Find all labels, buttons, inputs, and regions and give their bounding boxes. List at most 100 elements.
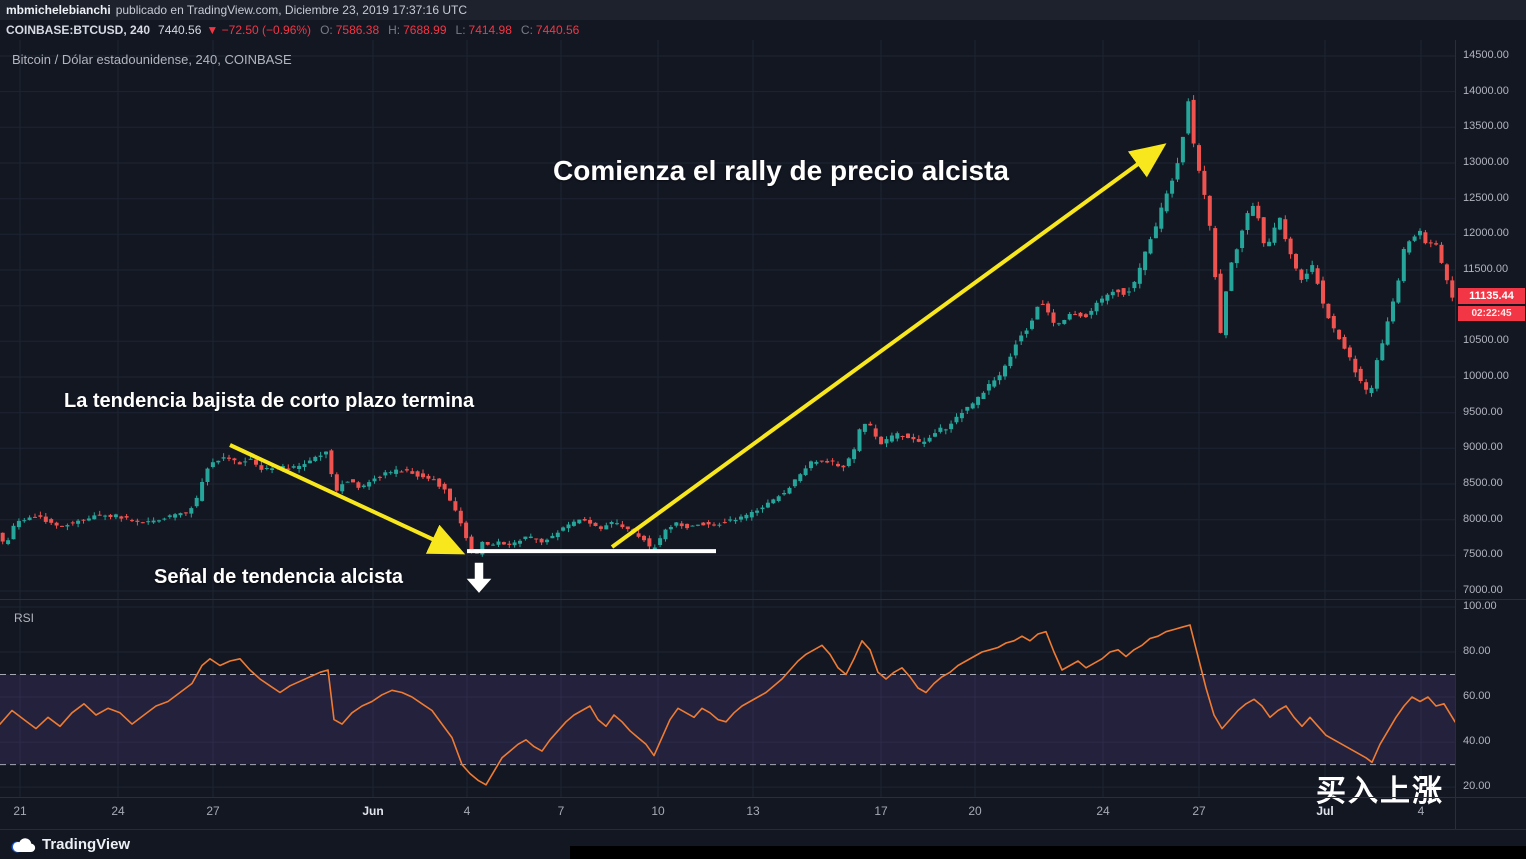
rsi-pane[interactable] [0,600,1456,797]
candle-body [1283,219,1288,240]
candle-body [830,460,835,462]
candle-body [528,536,533,538]
candlestick-canvas[interactable] [0,40,1455,600]
candle-body [846,458,851,466]
candle-body [167,515,172,517]
tradingview-brand[interactable]: TradingView [42,836,131,853]
price-chart-pane[interactable] [0,40,1455,600]
rsi-line [0,624,1456,786]
candle-body [1046,303,1051,313]
candle-body [65,525,70,527]
price-axis-label: 10000.00 [1463,370,1509,382]
candle-body [448,488,452,501]
candle-body [523,536,528,539]
candle-body [254,459,258,465]
candle-body [674,522,679,526]
candle-body [1294,254,1298,269]
candle-body [76,520,81,524]
rsi-axis-label: 60.00 [1463,690,1491,702]
rsi-canvas[interactable] [0,600,1456,797]
candle-body [647,538,652,547]
candle-body [356,482,361,488]
candle-body [1396,280,1401,303]
author-username[interactable]: mbmichelebianchi [6,3,111,17]
candle-body [1024,330,1029,334]
candle-body [755,510,760,513]
candle-body [722,522,727,524]
candle-body [744,514,749,519]
candle-body [771,499,776,504]
candle-body [1272,227,1277,243]
candle-body [884,439,889,444]
candle-body [108,514,113,517]
price-axis[interactable]: 11135.44 02:22:45 14500.00 14000.00 13500.… [1455,40,1526,829]
price-axis-label: 9000.00 [1463,441,1503,453]
candle-body [367,482,372,487]
candle-body [933,433,937,437]
candle-body [194,497,199,507]
candle-body [1067,314,1072,320]
candle-body [615,523,619,525]
candle-body [992,380,997,387]
symbol-name[interactable]: COINBASE:BTCUSD, 240 [6,23,151,37]
time-axis-label: 10 [651,804,665,818]
candle-body [695,524,700,526]
price-change: −72.50 (−0.96%) [221,23,312,37]
candle-body [658,538,663,545]
candle-body [501,542,506,545]
time-axis-label: Jun [362,804,384,818]
price-axis-label: 12500.00 [1463,192,1509,204]
candle-body [922,441,927,444]
candle-body [130,520,134,522]
candle-body [943,429,948,431]
candle-body [539,538,544,543]
candle-body [889,435,894,442]
candle-body [1374,360,1379,389]
candle-body [410,471,415,474]
candle-body [313,456,318,461]
close-label: C: [520,23,533,37]
time-axis-label: 24 [111,804,125,818]
candle-body [981,392,986,399]
candle-body [911,437,916,440]
candle-body [739,516,743,520]
tradingview-logo-icon[interactable] [10,837,36,853]
pane-separator[interactable] [0,599,1526,600]
candle-body [248,458,253,460]
annotation-arrow[interactable] [610,143,1167,549]
candle-body [728,519,733,521]
candle-body [442,483,447,490]
time-axis-label: 27 [1192,804,1206,818]
candle-body [1094,302,1099,312]
candle-body [604,525,609,530]
price-axis-label: 8000.00 [1463,513,1503,525]
candle-body [1401,249,1406,282]
candle-body [22,520,27,522]
price-axis-label: 12000.00 [1463,227,1509,239]
time-axis-label: 21 [13,804,27,818]
open-value: 7586.38 [335,23,380,37]
candle-body [113,514,118,518]
publication-info: publicado en TradingView.com, Diciembre … [115,3,468,17]
candle-body [458,510,463,524]
candle-body [232,458,237,461]
candle-body [307,460,312,464]
candle-body [1358,368,1363,381]
candle-body [1202,170,1207,195]
candle-body [949,423,954,430]
time-axis[interactable]: 21 24 27 Jun 4 7 10 13 17 20 24 27 Jul 4 [0,797,1455,829]
candle-body [302,464,307,467]
candle-body [1207,195,1212,226]
annotation-arrow[interactable] [229,443,466,555]
candle-body [383,472,388,476]
candle-body [259,465,264,470]
annotation-signal-text: Señal de tendencia alcista [154,566,403,588]
symbol-ohlc-bar: COINBASE:BTCUSD, 240 7440.56 ▼ −72.50 (−0.… [0,20,1526,40]
candle-body [1148,239,1153,254]
candle-body [135,520,140,522]
candle-body [86,518,91,521]
time-axis-label: 13 [746,804,760,818]
candle-body [976,396,981,405]
candle-body [1180,136,1185,163]
candle-body [496,541,501,545]
